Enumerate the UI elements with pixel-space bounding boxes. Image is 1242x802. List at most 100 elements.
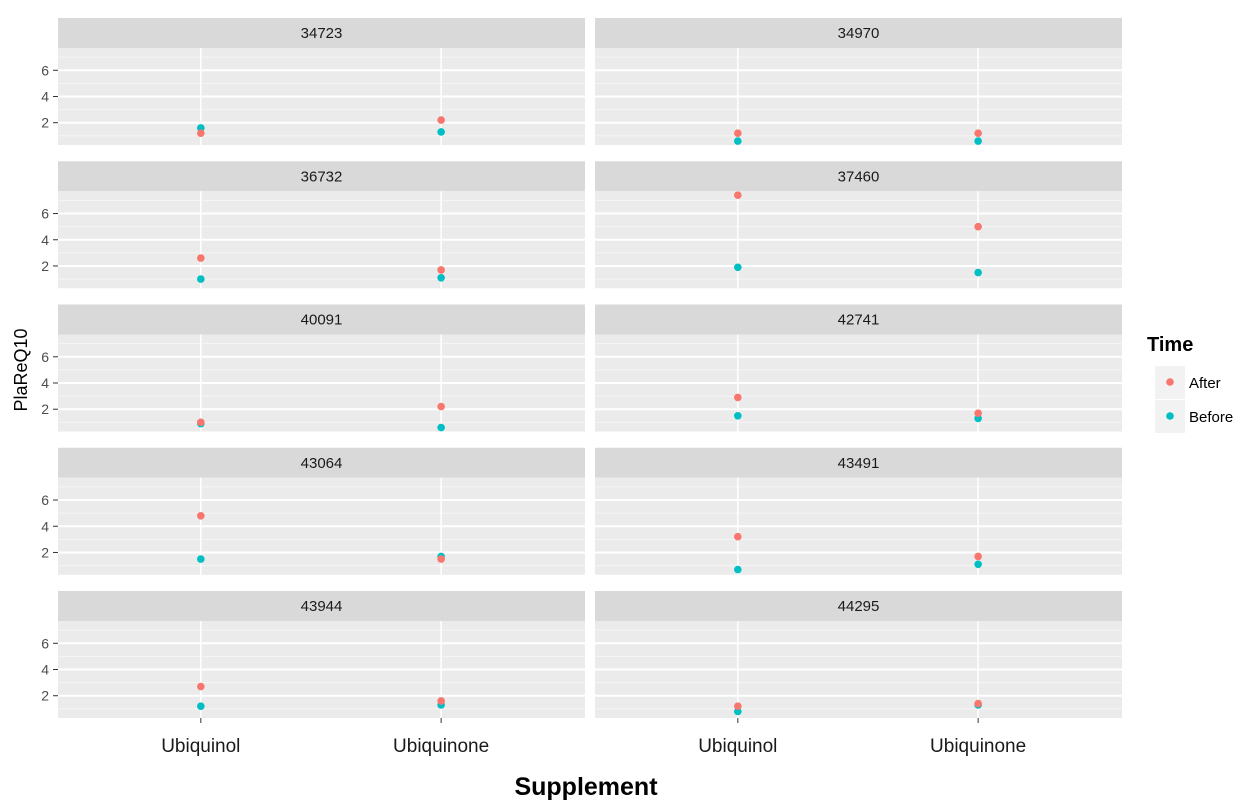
- point-after: [734, 191, 742, 199]
- point-after: [437, 402, 445, 411]
- point-after: [437, 266, 445, 274]
- y-tick-label: 6: [41, 206, 49, 222]
- facet-label: 40091: [301, 312, 343, 329]
- facet-panel: 37460: [595, 161, 1122, 289]
- y-axes: 2 4 6 2 4 6 2 4 6 2 4 6 2 4 6: [41, 62, 58, 704]
- y-tick-label: 6: [41, 62, 49, 78]
- facet-strip: [595, 18, 1122, 48]
- point-before: [734, 411, 742, 420]
- legend-label: Before: [1189, 409, 1233, 426]
- facet-strip: [595, 161, 1122, 192]
- point-before: [197, 555, 205, 563]
- legend-label: After: [1189, 375, 1221, 392]
- y-tick-label: 2: [41, 258, 49, 274]
- facet-strip: [595, 591, 1122, 621]
- y-axis-title: PlaReQ10: [11, 328, 31, 411]
- point-before: [734, 707, 742, 716]
- y-tick-label: 2: [41, 688, 49, 704]
- point-before: [974, 268, 982, 277]
- point-before: [197, 702, 205, 711]
- point-after: [734, 393, 742, 402]
- legend-marker: [1166, 378, 1174, 386]
- point-before: [734, 565, 742, 574]
- facet-panel: 43944: [58, 591, 585, 718]
- y-tick-label: 2: [41, 115, 49, 131]
- x-axis-title: Supplement: [514, 773, 658, 801]
- facet-label: 34970: [838, 25, 880, 42]
- y-tick-label: 4: [41, 232, 49, 248]
- legend-item: Before: [1155, 400, 1233, 433]
- y-tick-label: 4: [41, 375, 49, 391]
- y-tick-label: 2: [41, 544, 49, 560]
- y-tick-label: 6: [41, 492, 49, 508]
- facet-panel: 42741: [595, 304, 1122, 432]
- point-before: [734, 263, 742, 272]
- point-before: [437, 273, 445, 282]
- point-after: [974, 222, 982, 231]
- x-tick-label: Ubiquinol: [161, 736, 240, 757]
- facet-strip: [595, 304, 1122, 335]
- facet-panel: 34970: [595, 18, 1122, 145]
- y-tick-label: 2: [41, 401, 49, 417]
- facet-panel: 43064: [58, 447, 585, 575]
- facet-label: 42741: [838, 312, 880, 329]
- point-after: [197, 418, 205, 427]
- facet-label: 34723: [301, 25, 343, 42]
- facet-strip: [58, 161, 585, 192]
- legend-title: Time: [1147, 334, 1193, 356]
- facet-strip: [58, 591, 585, 621]
- facet-strip: [595, 447, 1122, 478]
- point-after: [197, 254, 205, 262]
- y-tick-label: 6: [41, 635, 49, 651]
- point-after: [197, 511, 205, 520]
- point-after: [974, 409, 982, 417]
- point-before: [437, 128, 445, 136]
- point-after: [734, 532, 742, 541]
- point-before: [197, 124, 205, 132]
- point-before: [437, 423, 445, 432]
- point-before: [734, 137, 742, 145]
- y-tick-label: 4: [41, 662, 49, 678]
- point-after: [734, 129, 742, 138]
- point-after: [974, 552, 982, 561]
- facet-label: 37460: [838, 168, 880, 185]
- point-after: [734, 702, 742, 711]
- facet-strip: [58, 304, 585, 335]
- legend: Time After Before: [1147, 334, 1233, 433]
- facet-panels: 34723 34970 36732 37460 40091 42741 43064 43491…: [58, 18, 1122, 718]
- x-axis: Ubiquinol Ubiquinone Ubiquinol Ubiquinone: [161, 718, 1026, 757]
- point-after: [974, 129, 982, 138]
- facet-strip: [58, 18, 585, 48]
- point-before: [197, 275, 205, 283]
- point-after: [197, 129, 205, 138]
- x-tick-label: Ubiquinone: [393, 736, 489, 757]
- facet-panel: 43491: [595, 447, 1122, 575]
- facet-strip: [58, 447, 585, 478]
- y-tick-label: 4: [41, 89, 49, 105]
- legend-marker: [1166, 412, 1174, 420]
- point-after: [437, 555, 445, 563]
- facet-label: 36732: [301, 168, 343, 185]
- point-before: [974, 560, 982, 569]
- facet-panel: 36732: [58, 161, 585, 289]
- facet-panel: 40091: [58, 304, 585, 432]
- facet-label: 43944: [301, 598, 343, 615]
- facet-panel: 34723: [58, 18, 585, 145]
- point-after: [974, 699, 982, 708]
- y-tick-label: 4: [41, 518, 49, 534]
- x-tick-label: Ubiquinol: [698, 736, 777, 757]
- facet-label: 44295: [838, 598, 880, 615]
- y-tick-label: 6: [41, 349, 49, 365]
- facet-label: 43064: [301, 455, 343, 472]
- point-before: [974, 137, 982, 145]
- legend-item: After: [1155, 366, 1221, 399]
- point-before: [974, 414, 982, 423]
- point-after: [197, 682, 205, 691]
- legend-items: After Before: [1155, 366, 1233, 433]
- facet-label: 43491: [838, 455, 880, 472]
- point-after: [437, 697, 445, 705]
- x-tick-label: Ubiquinone: [930, 736, 1026, 757]
- point-after: [437, 116, 445, 124]
- facet-panel: 44295: [595, 591, 1122, 718]
